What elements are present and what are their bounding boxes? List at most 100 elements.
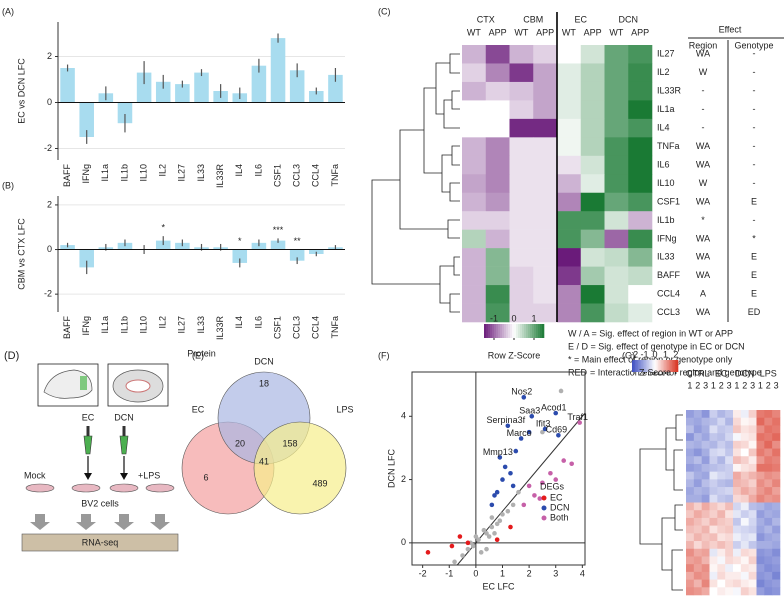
- legend-swatch: [659, 360, 662, 372]
- heatmap-cell: [485, 285, 510, 304]
- heatmap-cell: [693, 456, 702, 465]
- legend-swatch: [673, 360, 676, 372]
- heatmap-cell: [772, 448, 781, 457]
- heatmap-cell: [740, 579, 749, 588]
- row-label: IL33: [657, 252, 675, 262]
- heatmap-cell: [604, 100, 629, 120]
- legend-swatch: [508, 324, 511, 338]
- row-label: CCL3: [657, 307, 680, 317]
- heatmap-cell: [772, 548, 781, 557]
- row-label: IL33R: [657, 86, 682, 96]
- heatmap-cell: [701, 502, 710, 511]
- heatmap-cell: [462, 303, 487, 323]
- heatmap-cell: [604, 118, 629, 138]
- effect-column: Genotype: [734, 40, 773, 50]
- heatmap-cell: [686, 533, 695, 542]
- heatmap-cell: [580, 174, 605, 194]
- effect-region: *: [701, 215, 705, 225]
- heatmap-cell: [533, 45, 558, 64]
- plot-frame: [411, 371, 586, 566]
- x-tick-label: 2: [527, 568, 532, 578]
- legend-swatch: [520, 324, 523, 338]
- x-tick-label: CCL4: [311, 164, 321, 187]
- heatmap-cell: [557, 45, 582, 64]
- heatmap-cell: [740, 417, 749, 426]
- heatmap-cell: [533, 248, 558, 267]
- heatmap-cell: [725, 410, 734, 419]
- point: [460, 553, 465, 558]
- heatmap-cell: [772, 410, 781, 419]
- heatmap-cell: [701, 494, 710, 503]
- legend-swatch: [648, 360, 651, 372]
- panel-label: (B): [2, 180, 14, 190]
- point: [526, 483, 532, 489]
- heatmap-cell: [740, 525, 749, 534]
- x-tick-label: -2: [419, 568, 427, 578]
- effect-region: -: [702, 86, 705, 96]
- heatmap-cell: [604, 137, 629, 157]
- point: [484, 531, 489, 536]
- heatmap-cell: [686, 487, 695, 496]
- legend-label: EC: [550, 492, 563, 502]
- heatmap-cell: [709, 541, 718, 550]
- heatmap-cell: [462, 100, 487, 120]
- legend-swatch: [638, 360, 640, 372]
- heatmap-cell: [717, 440, 726, 449]
- heatmap-cell: [628, 63, 653, 83]
- x-tick-label: IL4: [234, 316, 244, 329]
- heatmap-cell: [772, 556, 781, 565]
- heatmap-cell: [764, 502, 773, 511]
- heatmap-cell: [764, 479, 773, 488]
- heatmap-cell: [725, 533, 734, 542]
- heatmap-cell: [485, 81, 510, 101]
- effect-genotype: -: [753, 67, 756, 77]
- row-label: IL1b: [657, 215, 675, 225]
- point: [489, 515, 495, 520]
- heatmap-cell: [717, 456, 726, 465]
- heatmap-cell: [709, 410, 718, 419]
- y-tick-label: 0: [47, 244, 52, 254]
- heatmap-cell: [748, 494, 757, 503]
- x-tick-label: 4: [580, 568, 585, 578]
- x-tick-label: IL1b: [119, 316, 129, 334]
- heatmap-cell: [693, 564, 702, 573]
- y-tick-label: 2: [47, 199, 52, 209]
- bar: [155, 240, 171, 250]
- heatmap-cell: [733, 456, 742, 465]
- heatmap-cell: [764, 456, 773, 465]
- column-group-label: CTRL: [686, 368, 710, 378]
- heatmap-cell: [557, 155, 582, 175]
- heatmap-cell: [701, 425, 710, 434]
- heatmap-cell: [580, 45, 605, 64]
- legend-swatch: [518, 324, 521, 338]
- heatmap-cell: [462, 174, 487, 194]
- heatmap-cell: [701, 525, 710, 534]
- heatmap-cell: [725, 448, 734, 457]
- x-tick-label: IL4: [234, 164, 244, 177]
- heatmap-cell: [725, 556, 734, 565]
- diagram-label: EC: [82, 412, 95, 422]
- heatmap-cell: [733, 556, 742, 565]
- row-label: IL10: [657, 178, 675, 188]
- y-tick-label: 4: [401, 411, 406, 421]
- legend-title: Row Z-Score: [488, 350, 541, 360]
- point: [470, 543, 476, 549]
- heatmap-cell: [509, 174, 534, 194]
- heatmap-cell: [604, 303, 629, 323]
- heatmap-cell: [628, 45, 653, 64]
- effect-genotype: -: [753, 178, 756, 188]
- heatmap-cell: [693, 579, 702, 588]
- legend-swatch: [645, 360, 648, 372]
- point: [521, 395, 527, 400]
- legend-swatch: [540, 324, 543, 338]
- heatmap-cell: [748, 517, 757, 526]
- heatmap-cell: [740, 456, 749, 465]
- heatmap-cell: [756, 571, 765, 580]
- column-group-label: DCN: [619, 14, 639, 24]
- heatmap-cell: [740, 517, 749, 526]
- heatmap-cell: [764, 440, 773, 449]
- heatmap-cell: [725, 456, 734, 465]
- legend-swatch: [651, 360, 654, 372]
- x-tick-label: IL27: [177, 316, 187, 334]
- heatmap-cell: [725, 587, 734, 596]
